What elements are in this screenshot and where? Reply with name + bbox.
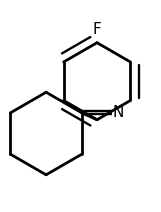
Text: N: N bbox=[113, 105, 124, 120]
Text: F: F bbox=[93, 22, 101, 37]
